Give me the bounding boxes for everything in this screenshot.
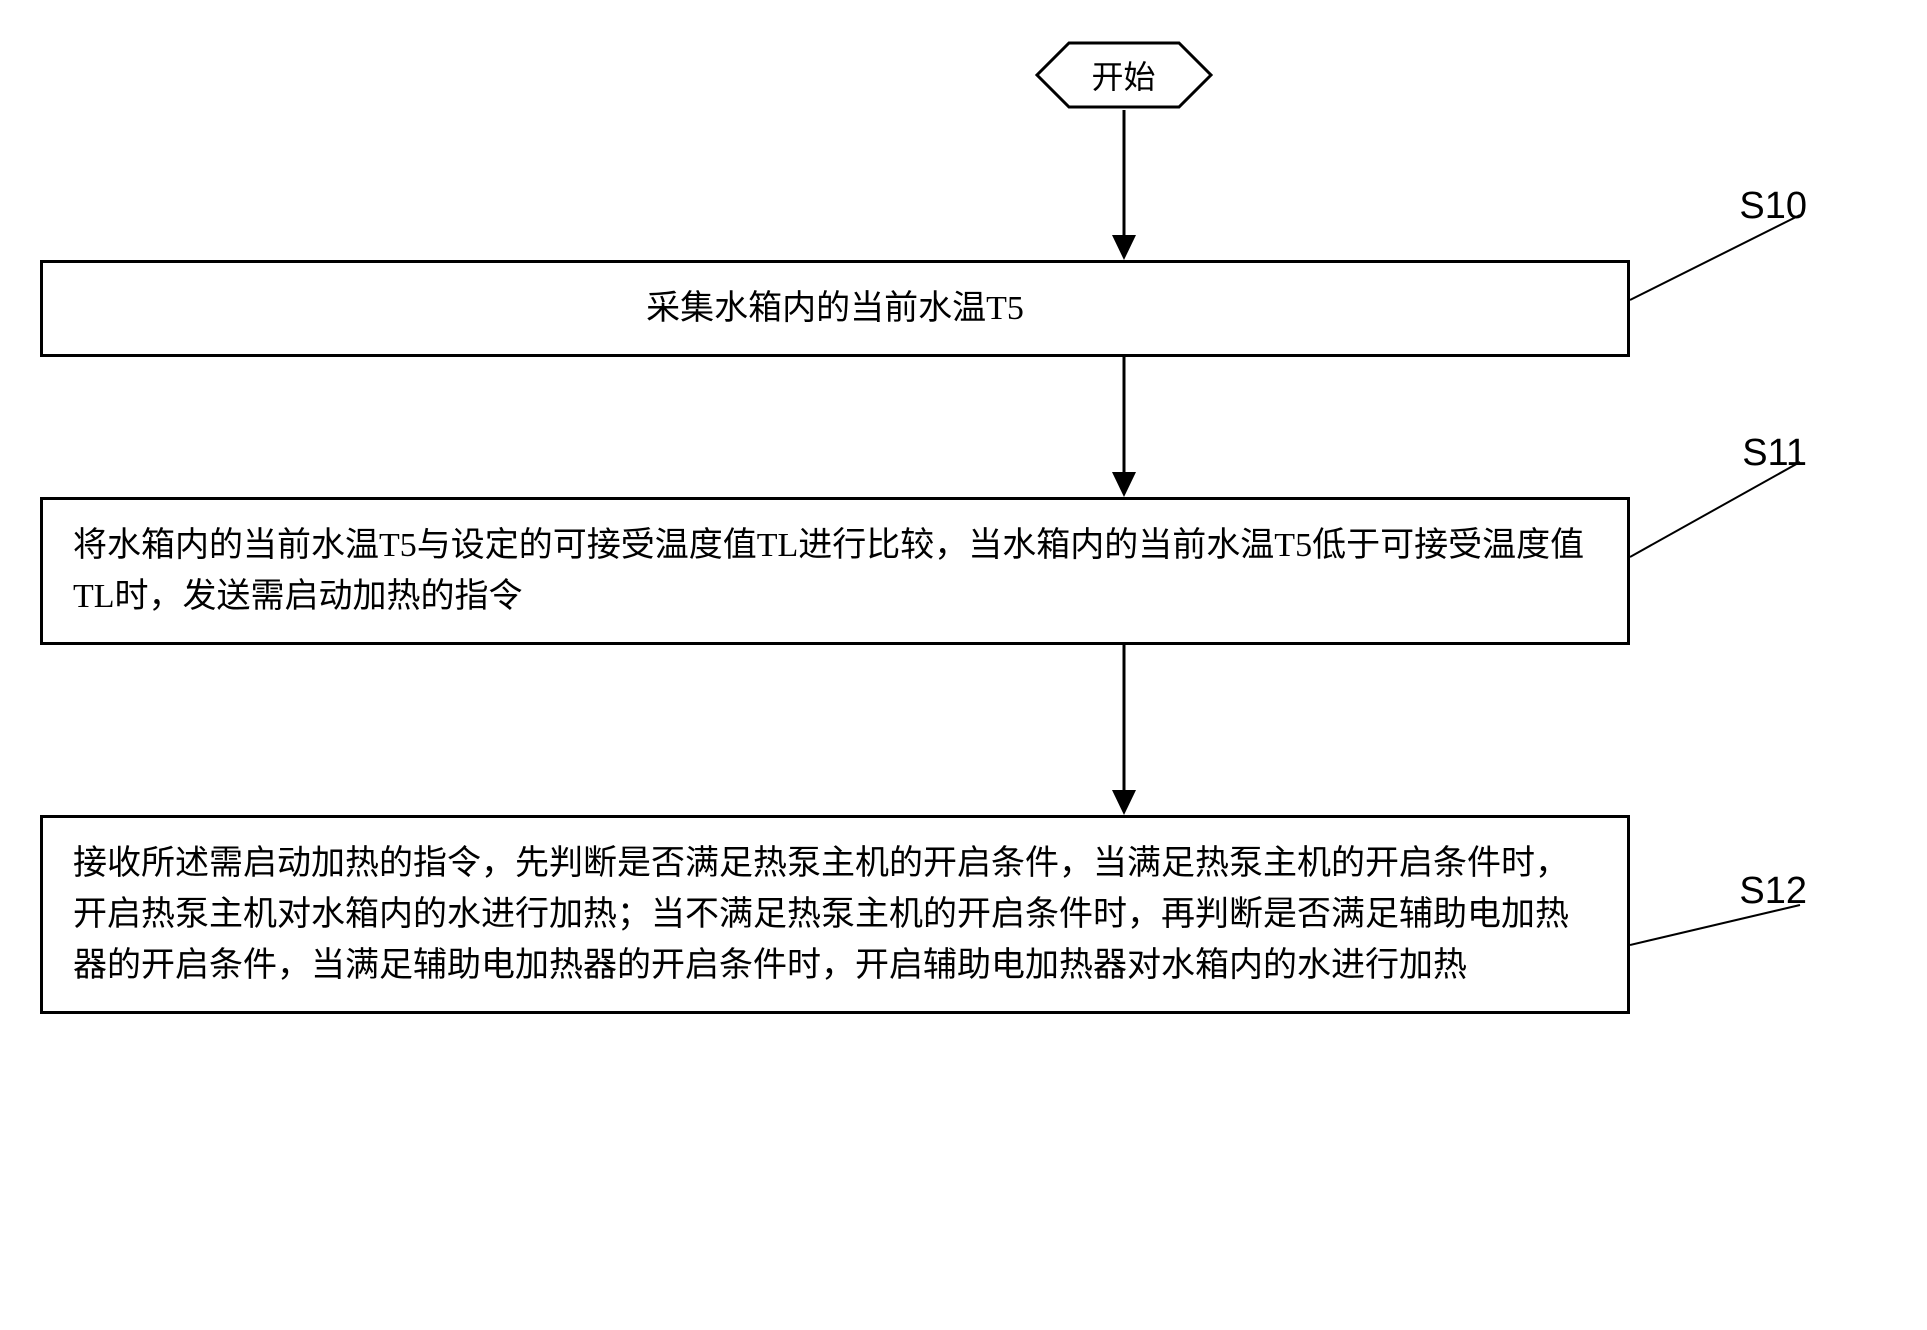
- step-s10-box: 采集水箱内的当前水温T5: [40, 260, 1630, 357]
- step-s12-wrapper: 接收所述需启动加热的指令，先判断是否满足热泵主机的开启条件，当满足热泵主机的开启…: [40, 815, 1887, 1014]
- flowchart-container: 开始 采集水箱内的当前水温T5 S10 将水箱内的当前水温T5与设定的可接受温度…: [40, 40, 1887, 1014]
- start-label: 开始: [1091, 52, 1155, 98]
- step-s11-wrapper: 将水箱内的当前水温T5与设定的可接受温度值TL进行比较，当水箱内的当前水温T5低…: [40, 497, 1887, 645]
- step-s11-box: 将水箱内的当前水温T5与设定的可接受温度值TL进行比较，当水箱内的当前水温T5低…: [40, 497, 1630, 645]
- arrow-svg: [1104, 645, 1144, 815]
- step-s12-label: S12: [1739, 870, 1807, 913]
- arrow-3: [1104, 645, 1144, 815]
- start-node: 开始: [1034, 40, 1214, 110]
- step-s11-label: S11: [1742, 432, 1807, 475]
- step-s12-text: 接收所述需启动加热的指令，先判断是否满足热泵主机的开启条件，当满足热泵主机的开启…: [73, 845, 1569, 984]
- arrow-svg: [1104, 110, 1144, 260]
- step-s10-label: S10: [1739, 185, 1807, 228]
- step-s10-wrapper: 采集水箱内的当前水温T5 S10: [40, 260, 1887, 357]
- arrow-2: [1104, 357, 1144, 497]
- arrow-svg: [1104, 357, 1144, 497]
- step-s12-box: 接收所述需启动加热的指令，先判断是否满足热泵主机的开启条件，当满足热泵主机的开启…: [40, 815, 1630, 1014]
- step-s11-text: 将水箱内的当前水温T5与设定的可接受温度值TL进行比较，当水箱内的当前水温T5低…: [73, 527, 1584, 615]
- arrow-1: [1104, 110, 1144, 260]
- step-s10-text: 采集水箱内的当前水温T5: [646, 290, 1024, 327]
